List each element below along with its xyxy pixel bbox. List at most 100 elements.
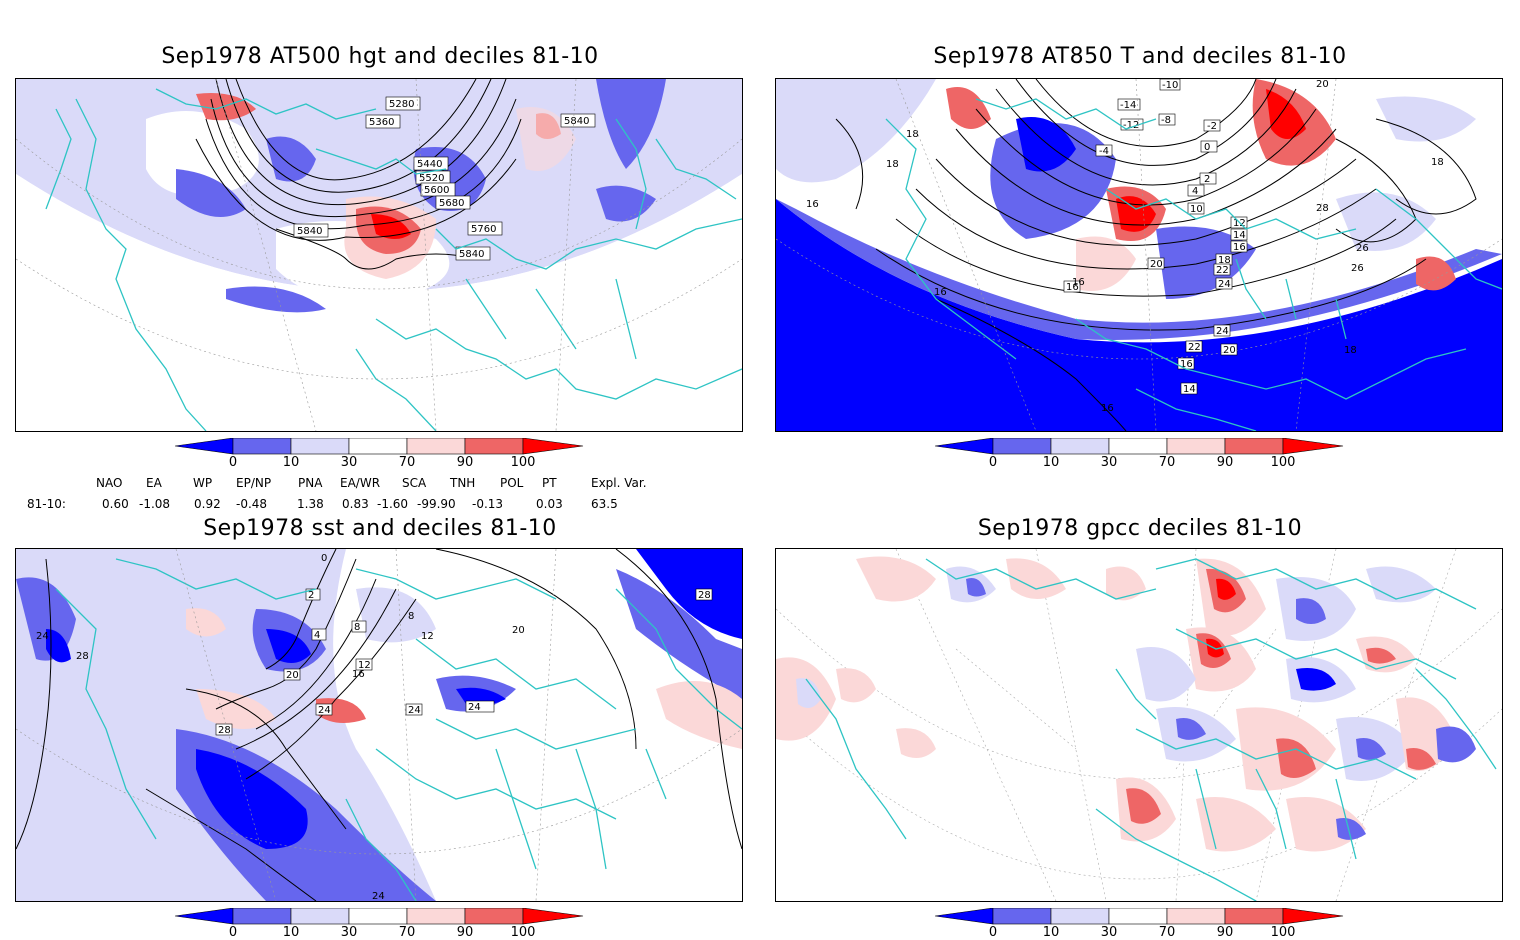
index-value: 0.92 (194, 497, 221, 511)
contour-label: 4 (1192, 186, 1198, 197)
map-sst-svg: 24 28 0 2 4 8 12 16 20 24 28 20 12 8 24 … (16, 549, 742, 901)
contour-label: -8 (1161, 115, 1171, 126)
contour-label: 16 (934, 287, 947, 298)
colorbar-tick: 0 (228, 925, 238, 940)
contour-label: 16 (1072, 277, 1085, 288)
panel-title-gpcc: Sep1978 gpcc deciles 81-10 (977, 516, 1303, 541)
contour-label: -4 (1099, 146, 1109, 157)
colorbar-gpcc-svg (935, 908, 1344, 925)
contour-label: 5840 (564, 116, 589, 127)
colorbar-tick: 10 (1042, 455, 1060, 470)
contour-label: 12 (421, 631, 434, 642)
panel-title-sst: Sep1978 sst and deciles 81-10 (203, 516, 557, 541)
map-panel-t850: -10 -14 -12 -8 -4 -2 0 2 4 10 12 14 16 1… (775, 78, 1503, 432)
contour-label: -10 (1162, 80, 1178, 91)
colorbar-hgt: 0 10 30 70 90 100 (175, 438, 595, 478)
colorbar-tick: 70 (398, 925, 416, 940)
index-header: NAO (96, 476, 123, 490)
index-value: 63.5 (591, 497, 618, 511)
contour-label: 16 (1233, 242, 1246, 253)
indices-table: NAO EA WP EP/NP PNA EA/WR SCA TNH POL PT… (0, 474, 760, 514)
contour-label: 24 (1216, 326, 1229, 337)
index-header: TNH (450, 476, 476, 490)
index-row-label: 81-10: (27, 497, 66, 511)
contour-label: 22 (1188, 342, 1201, 353)
contour-label: 22 (1216, 265, 1229, 276)
contour-label: 20 (512, 625, 525, 636)
map-panel-hgt: 5280 5360 5440 5520 5600 5680 5760 5840 … (15, 78, 743, 432)
colorbar-tick: 10 (282, 925, 300, 940)
contour-label: -14 (1120, 100, 1136, 111)
index-value: 0.83 (342, 497, 369, 511)
contour-label: 16 (806, 199, 819, 210)
contour-label: 14 (1233, 230, 1246, 241)
contour-label: 24 (1218, 279, 1231, 290)
index-header: PNA (298, 476, 323, 490)
contour-label: 8 (408, 611, 414, 622)
contour-label: 16 (1101, 403, 1114, 414)
colorbar-tick: 70 (398, 455, 416, 470)
contour-label: 5360 (369, 117, 394, 128)
contour-label: 16 (352, 669, 365, 680)
panel-title-t850: Sep1978 AT850 T and deciles 81-10 (933, 44, 1347, 69)
colorbar-tick: 30 (1100, 925, 1118, 940)
index-header: SCA (402, 476, 427, 490)
colorbar-tick: 0 (988, 925, 998, 940)
map-panel-sst: 24 28 0 2 4 8 12 16 20 24 28 20 12 8 24 … (15, 548, 743, 902)
index-header: EP/NP (236, 476, 272, 490)
index-value: -0.13 (472, 497, 504, 511)
colorbar-hgt-svg (175, 438, 584, 455)
contour-label: 28 (218, 725, 231, 736)
contour-label: 0 (321, 553, 327, 564)
colorbar-tick: 100 (1270, 455, 1296, 470)
contour-label: 12 (1233, 218, 1246, 229)
colorbar-tick: 10 (282, 455, 300, 470)
colorbar-tick: 90 (456, 925, 474, 940)
contour-label: 28 (76, 651, 89, 662)
index-header: EA/WR (340, 476, 381, 490)
colorbar-tick: 30 (340, 925, 358, 940)
contour-label: 14 (1183, 384, 1196, 395)
contour-label: 2 (308, 590, 314, 601)
contour-label: 4 (314, 630, 320, 641)
colorbar-sst-svg (175, 908, 584, 925)
contour-label: 20 (1150, 259, 1163, 270)
contour-label: -12 (1123, 120, 1139, 131)
contour-label: 16 (1066, 282, 1079, 293)
index-value: 0.03 (536, 497, 563, 511)
index-value: -99.90 (417, 497, 456, 511)
colorbar-tick: 0 (228, 455, 238, 470)
index-header: Expl. Var. (591, 476, 647, 490)
colorbar-tick: 10 (1042, 925, 1060, 940)
panel-title-hgt: Sep1978 AT500 hgt and deciles 81-10 (161, 44, 599, 69)
contour-label: 5680 (439, 198, 464, 209)
colorbar-tick: 30 (340, 455, 358, 470)
colorbar-tick: 100 (510, 455, 536, 470)
index-value: 0.60 (102, 497, 129, 511)
colorbar-tick: 0 (988, 455, 998, 470)
contour-label: 8 (354, 622, 360, 633)
contour-label: 24 (408, 705, 421, 716)
contour-label: 24 (468, 702, 481, 713)
index-value: 1.38 (297, 497, 324, 511)
index-value: -1.08 (139, 497, 171, 511)
contour-label: 28 (698, 590, 711, 601)
contour-label: 5600 (424, 185, 449, 196)
colorbar-tick: 100 (510, 925, 536, 940)
contour-label: 5440 (417, 159, 442, 170)
map-panel-gpcc (775, 548, 1503, 902)
index-header: POL (500, 476, 524, 490)
contour-label: 18 (906, 129, 919, 140)
contour-label: 24 (318, 705, 331, 716)
index-header: PT (542, 476, 557, 490)
contour-label: 18 (1431, 157, 1444, 168)
map-t850-svg: -10 -14 -12 -8 -4 -2 0 2 4 10 12 14 16 1… (776, 79, 1502, 431)
contour-label: 24 (372, 891, 385, 901)
colorbar-tick: 30 (1100, 455, 1118, 470)
contour-label: 16 (1180, 359, 1193, 370)
map-gpcc-svg (776, 549, 1502, 901)
contour-label: 26 (1356, 243, 1369, 254)
index-header: WP (193, 476, 213, 490)
contour-label: 18 (886, 159, 899, 170)
contour-label: 5760 (471, 224, 496, 235)
